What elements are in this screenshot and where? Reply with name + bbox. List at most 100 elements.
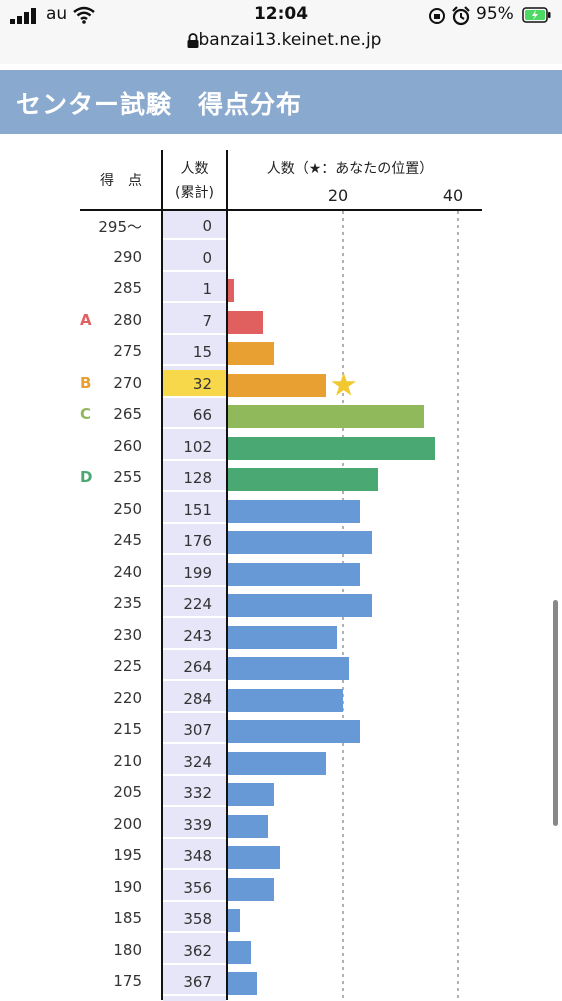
page-title: センター試験 得点分布 bbox=[16, 90, 303, 119]
count-bar bbox=[228, 405, 424, 428]
score-label: 235 bbox=[113, 594, 142, 612]
score-label: 230 bbox=[113, 625, 142, 644]
cumulative-count: 362 bbox=[163, 937, 226, 965]
count-bar bbox=[228, 688, 343, 712]
score-label: 185 bbox=[113, 909, 142, 927]
cumulative-count: 348 bbox=[163, 842, 226, 870]
score-label: 255 bbox=[113, 468, 142, 486]
score-label: 205 bbox=[113, 783, 142, 801]
wifi-icon bbox=[73, 6, 95, 24]
carrier-label: au bbox=[46, 4, 68, 24]
cumulative-count: 367 bbox=[163, 968, 226, 996]
header-divider bbox=[80, 209, 482, 211]
cumulative-count: 7 bbox=[163, 307, 226, 335]
cumulative-count: 128 bbox=[163, 464, 226, 492]
lock-icon bbox=[187, 33, 199, 48]
count-bar bbox=[228, 279, 234, 302]
cumulative-count: 324 bbox=[163, 748, 226, 776]
cumulative-count: 151 bbox=[163, 496, 226, 524]
signal-icon bbox=[10, 8, 36, 24]
score-label: 195 bbox=[113, 846, 142, 864]
grade-label-A: A bbox=[80, 310, 92, 329]
axis-tick-20: 20 bbox=[328, 186, 348, 205]
count-bar bbox=[228, 783, 274, 806]
score-label: 260 bbox=[113, 436, 142, 455]
grade-label-C: C bbox=[80, 405, 92, 423]
page-header: センター試験 得点分布 bbox=[0, 70, 562, 134]
cumulative-count: 32 bbox=[163, 369, 226, 398]
score-label: 250 bbox=[113, 499, 142, 518]
score-label: 190 bbox=[113, 877, 142, 896]
score-label: 225 bbox=[113, 657, 142, 675]
count-bar bbox=[228, 877, 274, 901]
score-label: 270 bbox=[113, 373, 142, 392]
score-label: 265 bbox=[113, 405, 142, 423]
count-bar bbox=[228, 814, 269, 838]
cumulative-count: 176 bbox=[163, 527, 226, 555]
cumulative-count: 224 bbox=[163, 590, 226, 618]
score-label: 280 bbox=[113, 310, 142, 329]
count-bar bbox=[228, 436, 435, 460]
score-column-header: 得 点 bbox=[100, 173, 142, 189]
count-bar bbox=[228, 846, 280, 869]
count-bar bbox=[228, 310, 263, 334]
count-bar bbox=[228, 657, 349, 680]
cumulative-header-line1: 人数 bbox=[180, 161, 209, 177]
score-label: 245 bbox=[113, 531, 142, 549]
cumulative-count: 102 bbox=[163, 433, 226, 461]
count-bar bbox=[228, 342, 274, 365]
cumulative-count: 307 bbox=[163, 716, 226, 744]
count-bar bbox=[228, 720, 361, 743]
status-time: 12:04 bbox=[253, 4, 309, 24]
battery-percent: 95% bbox=[476, 4, 514, 24]
score-label: 295〜 bbox=[98, 218, 142, 236]
count-bar bbox=[228, 625, 338, 649]
score-label: 290 bbox=[113, 247, 142, 266]
score-label: 200 bbox=[113, 814, 142, 833]
count-bar bbox=[228, 531, 372, 554]
cumulative-count: 199 bbox=[163, 559, 226, 587]
cumulative-count: 339 bbox=[163, 811, 226, 839]
orientation-lock-icon bbox=[429, 8, 445, 24]
cumulative-count: 332 bbox=[163, 779, 226, 807]
cumulative-count: 66 bbox=[163, 401, 226, 429]
grade-label-D: D bbox=[80, 468, 93, 486]
count-bar bbox=[228, 468, 378, 491]
count-bar bbox=[228, 751, 326, 775]
chart-header-label: 人数（★：あなたの位置） bbox=[266, 161, 434, 177]
score-label: 210 bbox=[113, 751, 142, 770]
cumulative-count: 1 bbox=[163, 275, 226, 303]
grade-label-B: B bbox=[80, 373, 92, 392]
status-bar: au 12:04 95% banzai13.keinet.ne.jp bbox=[0, 0, 562, 64]
score-label: 240 bbox=[113, 562, 142, 581]
cumulative-right-border bbox=[226, 150, 228, 1000]
score-label: 215 bbox=[113, 720, 142, 738]
cumulative-count: 15 bbox=[163, 338, 226, 366]
score-label: 285 bbox=[113, 279, 142, 297]
url-bar[interactable]: banzai13.keinet.ne.jp bbox=[198, 30, 382, 50]
cumulative-left-border bbox=[161, 150, 163, 1000]
score-label: 275 bbox=[113, 342, 142, 360]
scrollbar[interactable] bbox=[553, 600, 558, 826]
cumulative-count: 284 bbox=[163, 685, 226, 713]
cumulative-count: 358 bbox=[163, 905, 226, 933]
count-bar bbox=[228, 909, 240, 932]
cumulative-count: 0 bbox=[163, 244, 226, 272]
count-bar bbox=[228, 499, 361, 523]
score-label: 180 bbox=[113, 940, 142, 959]
cumulative-count: 264 bbox=[163, 653, 226, 681]
count-bar bbox=[228, 940, 251, 964]
score-label: 175 bbox=[113, 972, 142, 990]
count-bar bbox=[228, 594, 372, 617]
alarm-icon bbox=[452, 6, 470, 26]
count-bar bbox=[228, 972, 257, 995]
cumulative-count: 243 bbox=[163, 622, 226, 650]
axis-tick-40: 40 bbox=[443, 186, 463, 205]
your-position-star-icon: ★ bbox=[329, 366, 358, 404]
count-bar bbox=[228, 373, 326, 397]
cumulative-count: 0 bbox=[163, 212, 226, 240]
score-label: 220 bbox=[113, 688, 142, 707]
battery-icon bbox=[522, 7, 551, 23]
count-bar bbox=[228, 562, 361, 586]
cumulative-header-line2: (累計) bbox=[175, 185, 214, 201]
